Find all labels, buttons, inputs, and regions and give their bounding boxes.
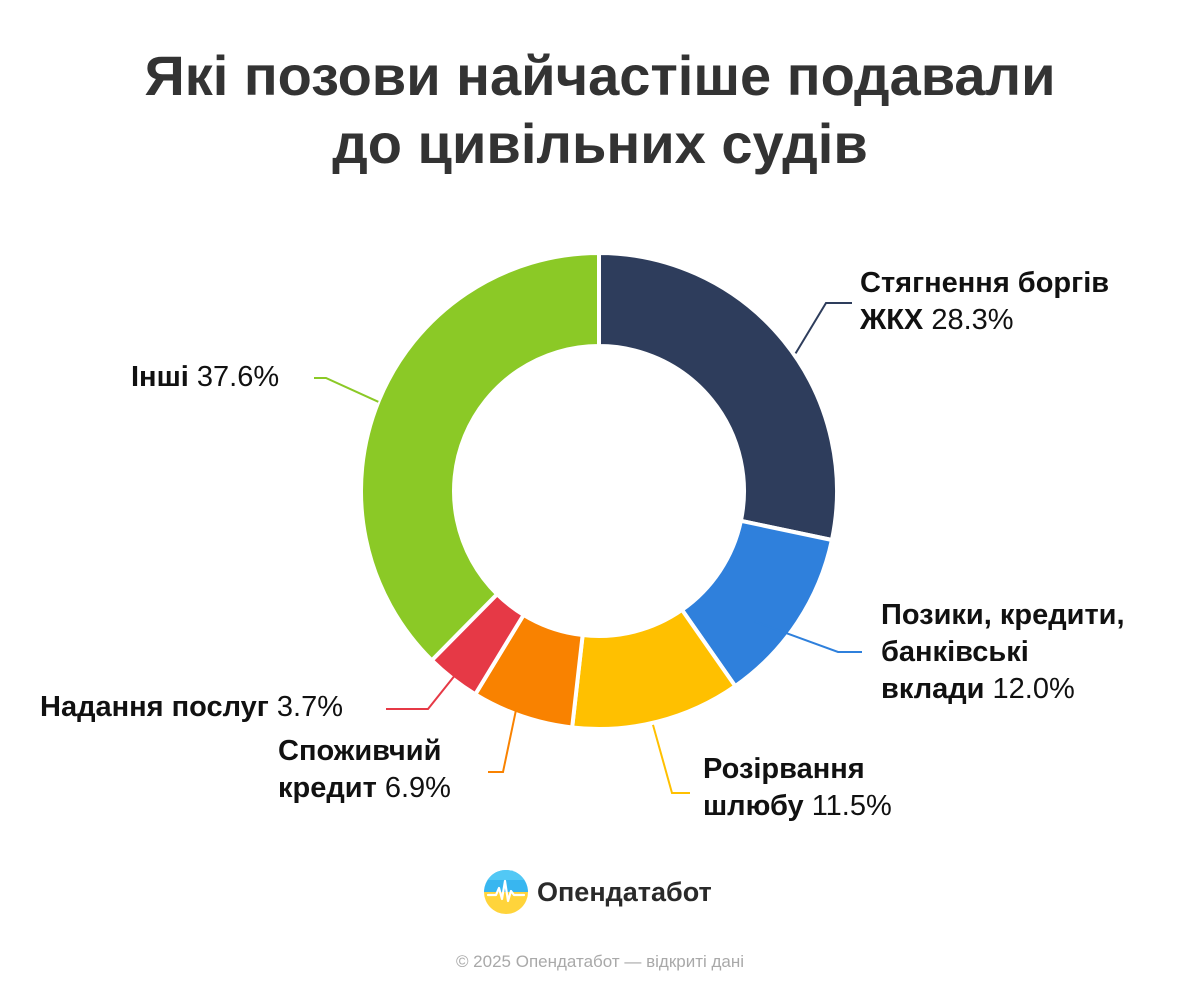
slice-label-loans-line-1: Позики, кредити, xyxy=(881,599,1125,631)
brand: Опендатабот xyxy=(484,870,712,914)
leader-line-loans-credits-deposits xyxy=(754,620,862,653)
chart-title-line-2: до цивільних судів xyxy=(332,112,868,175)
chart-title-line-1: Які позови найчастіше подавали xyxy=(144,44,1056,107)
leader-lines xyxy=(314,302,862,794)
slice-value-divorce: 11.5% xyxy=(811,790,892,822)
slice-value-services: 3.7% xyxy=(276,691,344,723)
copyright-text: © 2025 Опендатабот — відкриті дані xyxy=(455,952,745,971)
slice-label-consumer-credit-line-2: кредит xyxy=(278,772,377,804)
slice-label-services: Надання послуг 3.7% xyxy=(40,689,343,726)
slice-label-consumer-credit: Споживчий кредит 6.9% xyxy=(278,733,451,807)
slice-value-consumer-credit: 6.9% xyxy=(384,772,451,804)
chart-title: Які позови найчастіше подавали до цивіль… xyxy=(0,42,1200,178)
slice-label-utility-debts-line-2: ЖКХ xyxy=(860,304,924,336)
leader-line-other xyxy=(314,377,379,403)
donut-slices xyxy=(359,251,839,731)
slice-value-loans: 12.0% xyxy=(992,673,1075,705)
slice-label-other-line-1: Інші xyxy=(131,361,189,393)
slice-label-loans-line-2: банківські xyxy=(881,636,1029,668)
slice-label-loans-credits-deposits: Позики, кредити, банківські вклади 12.0% xyxy=(881,597,1125,708)
slice-label-other: Інші 37.6% xyxy=(131,359,279,396)
opendatabot-logo-icon xyxy=(484,870,528,914)
slice-label-divorce-line-2: шлюбу xyxy=(703,790,804,822)
slice-label-divorce: Розірвання шлюбу 11.5% xyxy=(703,751,892,825)
donut-slice-utility-debts xyxy=(597,251,839,542)
slice-label-utility-debts-line-1: Стягнення боргів xyxy=(860,267,1110,299)
leader-line-utility-debts xyxy=(794,302,852,354)
slice-label-consumer-credit-line-1: Споживчий xyxy=(278,735,442,767)
slice-value-utility-debts: 28.3% xyxy=(931,304,1014,336)
slice-value-other: 37.6% xyxy=(196,361,280,393)
slice-label-services-line-1: Надання послуг xyxy=(40,691,269,723)
slice-label-divorce-line-1: Розірвання xyxy=(703,753,865,785)
leader-line-divorce xyxy=(652,724,690,794)
donut-slice-other xyxy=(359,251,601,663)
slice-label-loans-line-3: вклади xyxy=(881,673,985,705)
brand-name: Опендатабот xyxy=(537,876,712,907)
slice-label-utility-debts: Стягнення боргів ЖКХ 28.3% xyxy=(860,265,1109,339)
leader-line-consumer-credit xyxy=(488,703,519,773)
leader-line-services xyxy=(386,668,461,710)
